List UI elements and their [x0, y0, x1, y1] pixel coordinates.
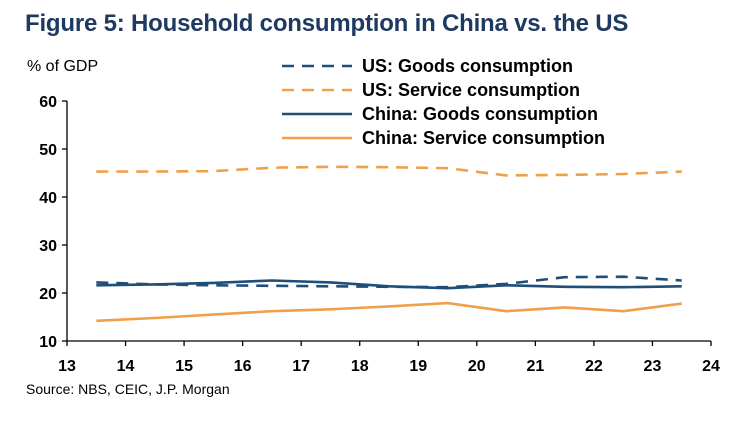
x-tick-label: 22	[585, 358, 603, 375]
legend: US: Goods consumption US: Service consump…	[282, 56, 605, 148]
x-tick-label: 14	[117, 358, 135, 375]
y-tick-label: 10	[39, 334, 57, 351]
chart-title: Figure 5: Household consumption in China…	[25, 10, 629, 37]
y-axis-unit-label: % of GDP	[27, 58, 99, 75]
y-tick-label: 30	[39, 238, 57, 255]
series-line-us-goods-consumption	[96, 275, 682, 289]
series-line-china-goods-consumption	[96, 279, 682, 290]
legend-label-china-goods-consumption: China: Goods consumption	[362, 104, 598, 124]
y-tick-label: 40	[39, 190, 57, 207]
series-line-us-service-consumption	[96, 165, 682, 177]
y-tick-label: 20	[39, 286, 57, 303]
y-tick-label: 50	[39, 142, 57, 159]
x-tick-label: 24	[702, 358, 720, 375]
source-note: Source: NBS, CEIC, J.P. Morgan	[26, 381, 230, 397]
x-tick-label: 18	[351, 358, 369, 375]
x-tick-label: 13	[58, 358, 76, 375]
y-tick-label: 60	[39, 94, 57, 111]
x-tick-label: 16	[234, 358, 252, 375]
legend-label-us-goods-consumption: US: Goods consumption	[362, 56, 573, 76]
x-tick-label: 23	[644, 358, 662, 375]
legend-label-china-service-consumption: China: Service consumption	[362, 128, 605, 148]
axes: 10 20 30 40 50 60 13 14 15 16 17 18 19 20 21 22 23 24	[39, 94, 720, 375]
x-tick-label: 21	[526, 358, 544, 375]
x-tick-label: 20	[468, 358, 486, 375]
series-line-china-service-consumption	[96, 301, 682, 323]
x-tick-label: 15	[175, 358, 193, 375]
x-tick-label: 17	[292, 358, 310, 375]
x-tick-label: 19	[409, 358, 427, 375]
series-layer	[96, 165, 682, 323]
legend-label-us-service-consumption: US: Service consumption	[362, 80, 580, 100]
